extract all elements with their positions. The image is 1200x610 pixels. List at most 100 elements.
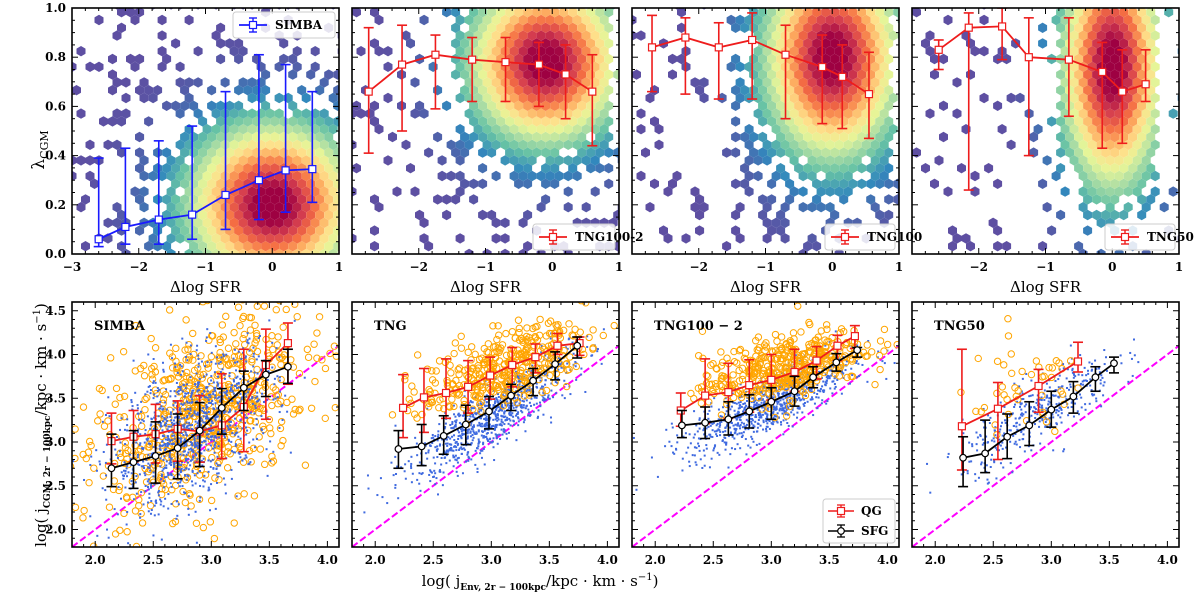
sfg-point [245,395,248,398]
sfg-point [467,459,470,462]
density-hexbin [292,217,302,228]
density-hexbin [189,241,199,252]
sfg-point [197,446,200,449]
sfg-point [167,493,170,496]
sfg-point [204,365,207,368]
density-hexbin [554,170,564,182]
sfg-point [256,391,259,394]
sfg-point [152,358,155,361]
sfg-point [205,336,208,339]
sfg-point [229,389,232,392]
sfg-point [209,393,212,396]
sfg-point [152,445,155,448]
density-hexbin [139,170,149,182]
density-hexbin [1092,53,1102,65]
x-tick-label: 0 [268,260,276,274]
sfg-point [179,373,182,376]
sfg-point [183,423,186,426]
density-hexbin [216,38,226,49]
density-hexbin [812,85,822,96]
qg-point [303,345,312,354]
density-hexbin [821,38,831,49]
density-hexbin [925,108,935,119]
qg-point [189,356,197,364]
density-hexbin [590,46,600,57]
density-hexbin [613,69,619,80]
density-hexbin [993,100,1003,111]
density-hexbin [645,202,655,213]
sfg-point [175,517,178,520]
density-hexbin [1105,46,1115,57]
sfg-point [540,351,543,354]
density-hexbin [455,30,465,41]
density-hexbin [861,14,871,26]
density-hexbin [1110,22,1120,33]
density-hexbin [523,100,533,111]
qg-point [141,464,149,473]
density-hexbin [527,46,537,57]
sfg-point [205,407,208,410]
qg-point [210,534,219,543]
sfg-point [197,362,200,365]
density-hexbin [545,14,555,26]
sfg-point [123,469,126,472]
sfg-point [493,459,496,462]
density-hexbin [1105,155,1115,166]
density-hexbin [1074,100,1084,111]
sfg-point [533,403,536,406]
sfg-point [455,449,458,452]
sfg-point [245,456,248,459]
qg-point [152,389,160,398]
sfg-point [186,401,189,404]
density-hexbin [1128,147,1138,158]
sfg-point [394,486,397,489]
density-hexbin [193,233,203,244]
density-hexbin [1060,61,1070,72]
density-hexbin [442,209,452,221]
density-hexbin [518,124,528,135]
density-hexbin [807,108,817,119]
density-hexbin [753,77,763,88]
x-tick-label: −2 [410,260,428,274]
sfg-point [146,439,149,442]
density-hexbin [211,217,221,228]
density-hexbin [211,202,221,213]
sfg-point [625,309,627,311]
sfg-point [214,419,217,422]
density-hexbin [1074,38,1084,49]
sfg-point [517,394,520,397]
density-hexbin [595,131,605,143]
sfg-point [193,461,196,464]
sfg-point [172,408,175,411]
sfg-point [202,415,205,418]
density-hexbin [523,116,533,127]
sfg-point [490,441,493,444]
density-hexbin [162,147,172,158]
density-hexbin [451,69,461,80]
sfg-point [207,410,210,413]
sfg-point [530,397,533,400]
density-hexbin [419,217,429,228]
sfg-point [155,428,158,431]
sfg-point [545,398,548,401]
sfg-point [152,380,155,383]
density-hexbin [1137,22,1147,33]
sfg-point [152,534,155,537]
density-hexbin [229,155,239,166]
density-hexbin [247,155,257,166]
density-hexbin [261,209,271,221]
density-hexbin [541,69,551,80]
sfg-point [219,464,222,467]
density-hexbin [825,30,835,41]
density-hexbin [180,163,190,174]
sfg-point [496,416,499,419]
density-hexbin [767,100,777,111]
sfg-point [190,415,193,418]
sfg-point [209,444,212,447]
sfg-point [217,362,220,365]
density-hexbin [500,108,510,119]
sfg-point [194,452,197,455]
density-hexbin [843,124,853,135]
sfg-point [451,421,454,424]
sfg-point [177,386,180,389]
